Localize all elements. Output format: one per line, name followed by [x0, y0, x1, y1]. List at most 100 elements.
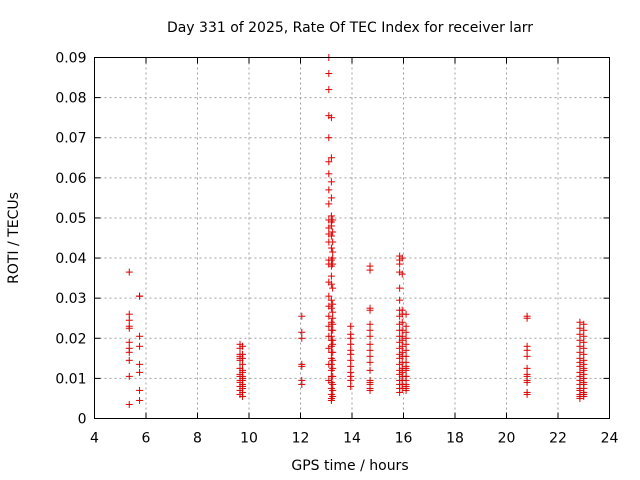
data-point [327, 304, 335, 312]
grid-lines [94, 57, 610, 419]
data-point [347, 322, 355, 330]
data-point [402, 334, 410, 342]
data-point [580, 344, 588, 352]
data-point [329, 372, 337, 380]
x-tick-label: 8 [193, 431, 202, 447]
data-point [327, 212, 335, 220]
data-point [136, 342, 144, 350]
data-point [366, 366, 374, 374]
data-point [329, 340, 337, 348]
data-point [402, 386, 410, 394]
data-point [396, 284, 404, 292]
data-point [402, 352, 410, 360]
y-tick-label: 0.07 [55, 131, 86, 147]
data-point [398, 336, 406, 344]
data-point [402, 364, 410, 372]
data-point [239, 360, 247, 368]
x-tick-label: 14 [343, 431, 361, 447]
data-point [125, 310, 133, 318]
data-point [239, 392, 247, 400]
data-point [329, 300, 337, 308]
data-point [327, 360, 335, 368]
x-tick-label: 20 [498, 431, 516, 447]
x-axis-label: GPS time / hours [291, 458, 408, 474]
x-tick-label: 10 [240, 431, 258, 447]
y-tick-label: 0.04 [55, 251, 86, 267]
data-point [398, 254, 406, 262]
data-point [327, 272, 335, 280]
data-point [325, 292, 333, 300]
data-point [366, 346, 374, 354]
data-point [239, 342, 247, 350]
data-point [329, 326, 337, 334]
data-point [398, 342, 406, 350]
data-point [327, 194, 335, 202]
y-tick-label: 0 [78, 412, 87, 428]
data-point [325, 134, 333, 142]
data-point [580, 320, 588, 328]
data-point [327, 232, 335, 240]
data-point [396, 296, 404, 304]
data-point [347, 334, 355, 342]
data-point [366, 352, 374, 360]
data-point [580, 364, 588, 372]
data-points [125, 54, 588, 408]
data-point [125, 316, 133, 324]
data-point [329, 216, 337, 224]
data-point [298, 380, 306, 388]
data-point [125, 348, 133, 356]
data-point [125, 372, 133, 380]
data-point [366, 332, 374, 340]
data-point [329, 380, 337, 388]
data-point [329, 248, 337, 256]
data-point [327, 296, 335, 304]
data-point [329, 238, 337, 246]
data-point [298, 328, 306, 336]
data-point [402, 322, 410, 330]
data-point [327, 280, 335, 288]
data-point [402, 328, 410, 336]
data-point [580, 350, 588, 358]
data-point [125, 322, 133, 330]
x-tick-label: 12 [292, 431, 310, 447]
y-tick-label: 0.01 [55, 371, 86, 387]
data-point [325, 322, 333, 330]
data-point [327, 154, 335, 162]
data-point [329, 364, 337, 372]
data-point [366, 340, 374, 348]
data-point [325, 158, 333, 166]
data-point [398, 270, 406, 278]
y-tick-label: 0.02 [55, 331, 86, 347]
data-point [347, 340, 355, 348]
data-point [523, 314, 531, 322]
data-point [366, 326, 374, 334]
data-point [523, 364, 531, 372]
data-point [366, 358, 374, 366]
data-point [329, 284, 337, 292]
data-point [136, 360, 144, 368]
x-tick-label: 18 [446, 431, 464, 447]
y-tick-label: 0.08 [55, 91, 86, 107]
data-point [580, 338, 588, 346]
data-point [402, 310, 410, 318]
data-point [366, 320, 374, 328]
data-point [125, 356, 133, 364]
y-tick-label: 0.06 [55, 171, 86, 187]
data-point [329, 348, 337, 356]
data-point [576, 336, 584, 344]
data-point [327, 114, 335, 122]
data-point [325, 70, 333, 78]
data-point [398, 326, 406, 334]
data-point [580, 332, 588, 340]
x-tick-label: 24 [601, 431, 619, 447]
data-point [402, 340, 410, 348]
data-point [329, 254, 337, 262]
data-point [329, 308, 337, 316]
data-point [396, 388, 404, 396]
data-point [523, 390, 531, 398]
data-point [327, 396, 335, 404]
chart-title: Day 331 of 2025, Rate Of TEC Index for r… [167, 20, 533, 36]
data-point [329, 314, 337, 322]
data-point [366, 266, 374, 274]
